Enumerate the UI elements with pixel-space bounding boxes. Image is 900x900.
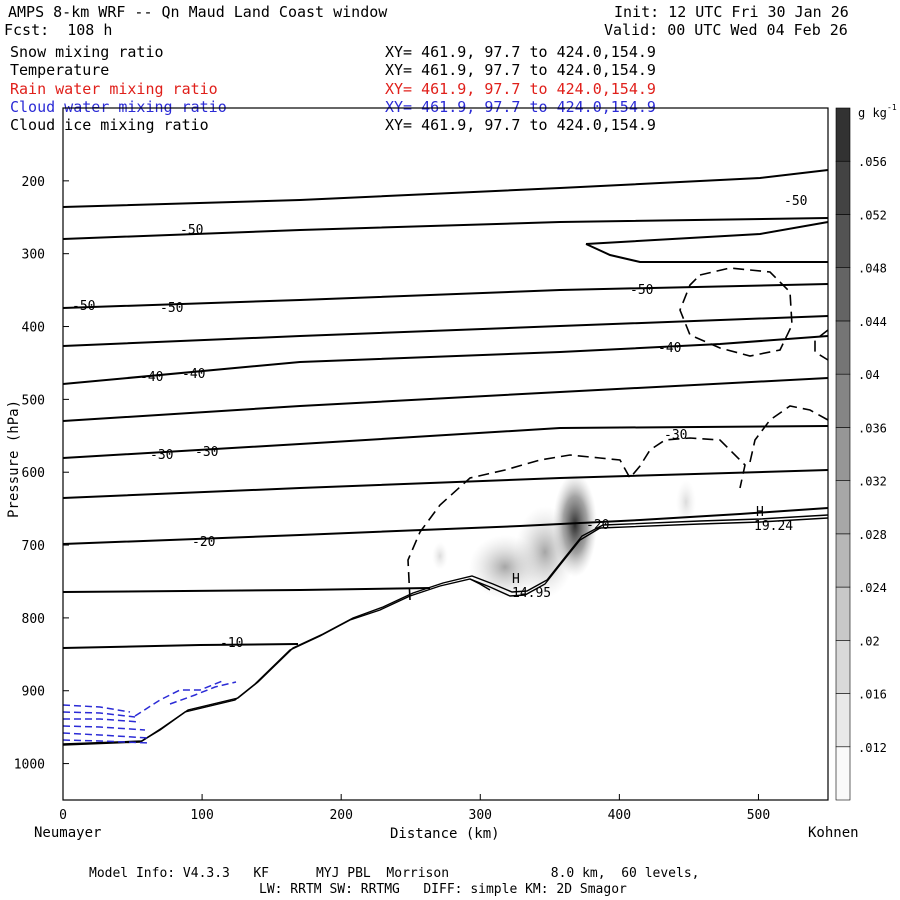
colorbar-cell: [835, 746, 851, 801]
cloud-ice-contours: [407, 267, 829, 601]
colorbar-tick-label: .02: [858, 634, 880, 648]
x-tick-label: 300: [469, 808, 492, 823]
high-marker: H: [512, 572, 520, 587]
colorbar-unit: g kg: [858, 106, 887, 120]
colorbar-cell: [835, 586, 851, 641]
chart-title: AMPS 8-km WRF -- Qn Maud Land Coast wind…: [8, 3, 388, 21]
legend-xy-snow: XY= 461.9, 97.7 to 424.0,154.9: [385, 43, 656, 61]
cloud-water-contours: [62, 679, 237, 744]
colorbar-cell: [835, 160, 851, 215]
contour-label: -40: [182, 367, 205, 382]
colorbar-cell: [835, 640, 851, 694]
x-tick-label: 400: [608, 808, 631, 823]
contour-label: -50: [160, 301, 183, 316]
colorbar-tick-label: .048: [858, 262, 887, 276]
colorbar-tick-label: .052: [858, 208, 887, 222]
colorbar-tick-label: .028: [858, 528, 887, 542]
colorbar-cell: [835, 480, 851, 535]
contour-label: -40: [140, 370, 163, 385]
legend-label-cloud-ice: Cloud ice mixing ratio: [10, 116, 209, 134]
y-tick-label: 900: [22, 685, 45, 700]
y-tick-label: 500: [22, 393, 45, 408]
colorbar-cell: [835, 267, 851, 322]
colorbar-unit-exponent: -1: [887, 103, 897, 112]
plot-frame: [62, 107, 829, 801]
contour-label: -50: [784, 194, 807, 209]
colorbar-tick-label: .016: [858, 688, 887, 702]
colorbar-cell: [835, 693, 851, 748]
temperature-contours: [62, 169, 829, 649]
snow-shading: [432, 473, 696, 599]
contour-label-group: -50 -50 -50 -50 -50 -40 -40 -40 -30 -30 …: [72, 194, 807, 651]
colorbar: .012 .016 .02 .024 .028 .032 .036 .04 .044 .048 .0…: [835, 107, 887, 801]
left-end-label: Neumayer: [34, 825, 101, 841]
forecast-hour: Fcst: 108 h: [4, 21, 113, 39]
colorbar-tick-label: .024: [858, 581, 887, 595]
high-value: 14.95: [512, 586, 551, 601]
high-value: 19.24: [754, 519, 793, 534]
high-marker: H: [756, 505, 764, 520]
colorbar-cell: [835, 107, 851, 162]
colorbar-tick-label: .012: [858, 741, 887, 755]
y-axis: 200 300 400 500 600 700 800 900 1000: [14, 175, 69, 773]
x-tick-label: 500: [747, 808, 770, 823]
contour-label: -40: [658, 341, 681, 356]
legend-xy-temperature: XY= 461.9, 97.7 to 424.0,154.9: [385, 61, 656, 79]
legend-xy-cloud-ice: XY= 461.9, 97.7 to 424.0,154.9: [385, 116, 656, 134]
contour-label: -50: [72, 299, 95, 314]
contour-label: -50: [630, 283, 653, 298]
colorbar-cell: [835, 427, 851, 481]
contour-label: -30: [664, 428, 687, 443]
x-axis-title: Distance (km): [390, 826, 500, 842]
colorbar-tick-label: .04: [858, 368, 880, 382]
footer-physics-info: LW: RRTM SW: RRTMG DIFF: simple KM: 2D S…: [259, 882, 627, 897]
legend-label-rain: Rain water mixing ratio: [10, 80, 218, 98]
colorbar-cell: [835, 373, 851, 428]
init-time: Init: 12 UTC Fri 30 Jan 26: [614, 3, 849, 21]
x-tick-label: 200: [329, 808, 352, 823]
x-axis: 0 100 200 300 400 500: [59, 794, 770, 823]
contour-label: -30: [150, 448, 173, 463]
right-end-label: Kohnen: [808, 825, 859, 841]
contour-label: -10: [220, 636, 243, 651]
colorbar-tick-label: .036: [858, 421, 887, 435]
x-tick-label: 100: [190, 808, 213, 823]
contour-label: -20: [586, 518, 609, 533]
y-tick-label: 400: [22, 321, 45, 336]
legend-label-temperature: Temperature: [10, 61, 110, 79]
terrain-outline: [62, 514, 829, 746]
contour-label: -20: [192, 535, 215, 550]
footer-model-info: Model Info: V4.3.3 KF MYJ PBL Morrison 8…: [89, 866, 700, 881]
legend-xy-rain: XY= 461.9, 97.7 to 424.0,154.9: [385, 80, 656, 98]
y-tick-label: 600: [22, 466, 45, 481]
colorbar-cell: [835, 320, 851, 375]
legend-label-snow: Snow mixing ratio: [10, 43, 164, 61]
y-tick-label: 800: [22, 612, 45, 627]
colorbar-tick-label: .032: [858, 475, 887, 489]
legend-label-cloud-water: Cloud water mixing ratio: [10, 98, 227, 116]
contour-label: -30: [195, 445, 218, 460]
y-tick-label: 700: [22, 539, 45, 554]
x-tick-label: 0: [59, 808, 67, 823]
contour-label: -50: [180, 223, 203, 238]
colorbar-cell: [835, 533, 851, 588]
colorbar-cell: [835, 214, 851, 268]
y-axis-title: Pressure (hPa): [6, 400, 22, 518]
legend-xy-cloud-water: XY= 461.9, 97.7 to 424.0,154.9: [385, 98, 656, 116]
colorbar-tick-label: .044: [858, 315, 887, 329]
y-tick-label: 200: [22, 175, 45, 190]
y-tick-label: 1000: [14, 758, 45, 773]
y-tick-label: 300: [22, 248, 45, 263]
colorbar-tick-label: .056: [858, 155, 887, 169]
valid-time: Valid: 00 UTC Wed 04 Feb 26: [604, 21, 848, 39]
